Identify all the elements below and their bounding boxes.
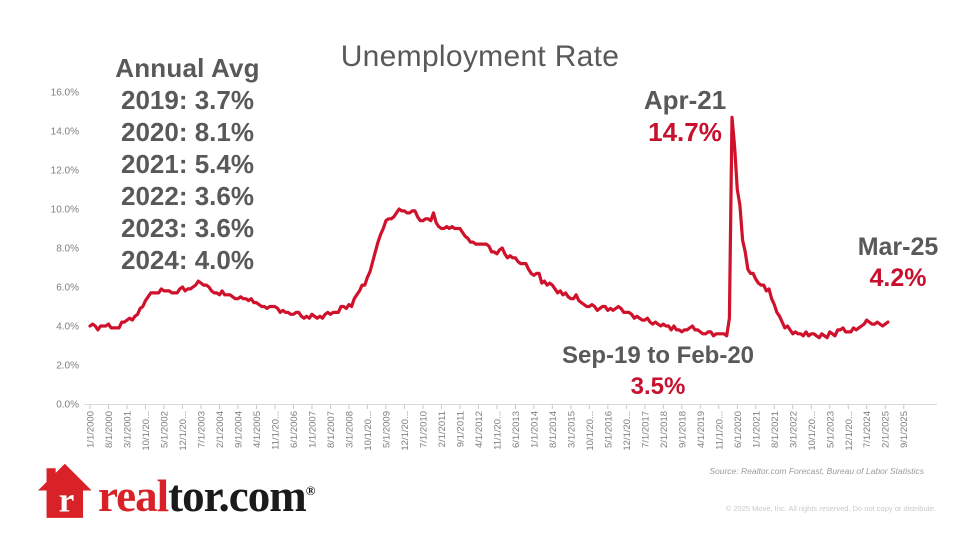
x-axis-label: 6/1/2020: [733, 411, 744, 448]
y-axis-labels: 0.0% 2.0% 4.0% 6.0% 8.0% 10.0% 12.0% 14.0% 16.0%: [51, 88, 79, 411]
x-axis-label: 2/1/2018: [659, 411, 670, 448]
chart-title: Unemployment Rate: [340, 40, 620, 73]
x-axis-label: 5/1/2002: [159, 411, 170, 448]
annotation-peak: Apr-21 14.7%: [610, 84, 760, 148]
registered-mark: ®: [305, 483, 316, 498]
x-axis-label: 5/1/2009: [381, 411, 392, 448]
y-axis-label: 16.0%: [51, 88, 79, 99]
x-axis-label: 10/1/20...: [363, 411, 374, 451]
x-axis-label: 6/1/2013: [511, 411, 522, 448]
x-axis-label: 12/1/20...: [844, 411, 855, 451]
x-axis-label: 2/1/2004: [215, 411, 226, 448]
house-icon: r: [37, 463, 91, 519]
annual-avg-2019: 2019: 3.7%: [121, 85, 254, 115]
x-axis-label: 7/1/2024: [862, 411, 873, 448]
x-axis-label: 2/1/2025: [881, 411, 892, 448]
annual-avg-2021: 2021: 5.4%: [121, 149, 254, 179]
x-axis-label: 7/1/2003: [196, 411, 207, 448]
x-axis-label: 8/1/2000: [104, 411, 115, 448]
x-axis-label: 11/1/20...: [714, 411, 725, 450]
annual-avg-heading: Annual Avg: [115, 53, 260, 83]
y-axis-label: 10.0%: [51, 205, 79, 216]
brand-real: real: [98, 471, 169, 521]
x-axis-label: 7/1/2010: [418, 411, 429, 448]
x-axis-label: 6/1/2006: [289, 411, 300, 448]
x-axis-label: 9/1/2011: [455, 411, 466, 447]
x-axis-label: 4/1/2019: [696, 411, 707, 448]
annotation-latest-value: 4.2%: [869, 264, 927, 292]
x-axis-labels: 1/1/2000 8/1/2000 3/1/2001 10/1/20... 5/1/20…: [86, 411, 911, 451]
y-axis-label: 4.0%: [56, 322, 79, 333]
brand-wordmark: realtor.com®: [98, 462, 316, 525]
house-shape: [37, 463, 91, 518]
x-axis-label: 8/1/2007: [326, 411, 337, 448]
brand-torcom: tor.com: [168, 471, 307, 521]
y-axis-label: 8.0%: [56, 244, 79, 255]
x-axis-label: 8/1/2021: [770, 411, 781, 448]
x-axis-label: 9/1/2018: [677, 411, 688, 448]
annotation-low: Sep-19 to Feb-20 3.5%: [560, 340, 756, 402]
x-axis-label: 4/1/2005: [252, 411, 263, 448]
y-axis-label: 6.0%: [56, 283, 79, 294]
copyright-note: © 2025 Move, Inc. All rights reserved. D…: [725, 504, 936, 513]
x-axis-ticks: [89, 404, 905, 409]
x-axis-label: 12/1/20...: [178, 411, 189, 451]
x-axis-label: 3/1/2015: [566, 411, 577, 448]
y-axis-label: 12.0%: [51, 166, 79, 177]
annotation-latest: Mar-25 4.2%: [838, 232, 958, 294]
annual-avg-2024: 2024: 4.0%: [121, 245, 254, 275]
y-axis-label: 0.0%: [56, 400, 79, 411]
x-axis-label: 9/1/2025: [899, 411, 910, 448]
x-axis-label: 9/1/2004: [233, 411, 244, 448]
x-axis-label: 10/1/20...: [585, 411, 596, 451]
x-axis-label: 7/1/2017: [640, 411, 651, 448]
annotation-low-value: 3.5%: [630, 373, 686, 400]
x-axis-label: 5/1/2023: [825, 411, 836, 448]
x-axis-label: 8/1/2014: [548, 411, 559, 448]
annotation-peak-label: Apr-21: [643, 85, 727, 115]
annotation-latest-label: Mar-25: [857, 233, 939, 261]
rate-line-series: [88, 115, 890, 340]
x-axis-label: 3/1/2022: [788, 411, 799, 448]
x-axis-label: 3/1/2001: [122, 411, 133, 448]
x-axis-label: 10/1/20...: [807, 411, 818, 451]
x-axis-label: 12/1/20...: [622, 411, 633, 451]
x-axis-label: 5/1/2016: [603, 411, 614, 448]
x-axis-label: 1/1/2014: [529, 411, 540, 448]
x-axis-label: 1/1/2007: [307, 411, 318, 448]
annotation-peak-value: 14.7%: [648, 117, 722, 147]
realtor-logo: r realtor.com®: [34, 462, 316, 525]
x-axis-label: 10/1/20...: [141, 411, 152, 451]
x-axis-label: 11/1/20...: [270, 411, 281, 450]
y-axis-label: 2.0%: [56, 361, 79, 372]
x-axis-label: 1/1/2021: [751, 411, 762, 448]
source-note: Source: Realtor.com Forecast, Bureau of …: [709, 466, 924, 476]
x-axis-label: 12/1/20...: [400, 411, 411, 451]
x-axis-label: 3/1/2008: [344, 411, 355, 448]
annotation-low-label: Sep-19 to Feb-20: [561, 342, 755, 369]
annual-avg-2023: 2023: 3.6%: [121, 213, 254, 243]
x-axis-label: 2/1/2011: [437, 411, 448, 447]
house-letter: r: [59, 481, 75, 519]
x-axis-label: 4/1/2012: [474, 411, 485, 448]
x-axis-label: 11/1/20...: [492, 411, 503, 450]
y-axis-label: 14.0%: [51, 127, 79, 138]
x-axis-label: 1/1/2000: [86, 411, 97, 448]
annual-avg-2020: 2020: 8.1%: [121, 117, 254, 147]
annual-avg-block: Annual Avg 2019: 3.7% 2020: 8.1% 2021: 5…: [85, 52, 290, 276]
annual-avg-2022: 2022: 3.6%: [121, 181, 254, 211]
